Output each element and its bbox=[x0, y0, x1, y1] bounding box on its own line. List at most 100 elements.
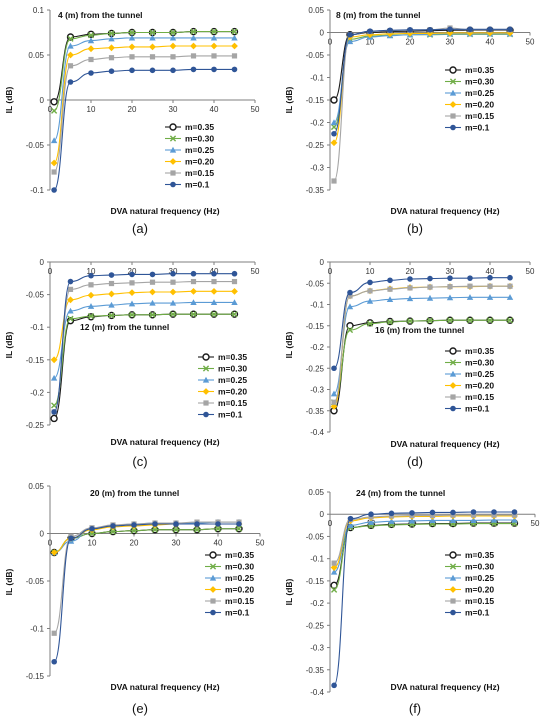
legend-marker bbox=[449, 359, 457, 366]
data-point bbox=[88, 70, 94, 76]
x-tick-label: 10 bbox=[87, 267, 96, 276]
data-point bbox=[130, 527, 138, 534]
legend-label: m=0.30 bbox=[185, 134, 214, 144]
data-point bbox=[108, 55, 115, 61]
x-axis-title: DVA natural frequency (Hz) bbox=[110, 206, 219, 216]
data-point bbox=[367, 279, 373, 286]
data-point bbox=[507, 274, 513, 281]
x-tick-label: 20 bbox=[406, 267, 415, 276]
data-point bbox=[190, 278, 197, 285]
legend-marker bbox=[449, 89, 457, 96]
data-point bbox=[128, 34, 136, 41]
data-point bbox=[149, 279, 156, 285]
series-line-2 bbox=[53, 31, 235, 112]
data-point bbox=[190, 299, 197, 306]
data-point bbox=[426, 317, 434, 324]
legend-label: m=0.35 bbox=[218, 352, 247, 362]
data-point bbox=[331, 178, 337, 184]
data-point bbox=[190, 53, 197, 59]
x-axis-title: DVA natural frequency (Hz) bbox=[110, 437, 219, 447]
y-tick-label: -0.25 bbox=[306, 621, 325, 630]
x-axis-title: DVA natural frequency (Hz) bbox=[110, 682, 219, 692]
x-tick-label: 50 bbox=[526, 38, 535, 47]
data-point bbox=[67, 63, 74, 69]
data-point bbox=[169, 288, 177, 296]
x-tick-label: 0 bbox=[48, 539, 53, 548]
legend-marker bbox=[450, 405, 456, 412]
data-point bbox=[447, 284, 453, 290]
data-point bbox=[128, 289, 136, 297]
series-line-1 bbox=[53, 31, 235, 103]
legend-label: m=0.1 bbox=[185, 180, 210, 190]
x-tick-label: 30 bbox=[446, 38, 455, 47]
data-point bbox=[231, 28, 238, 35]
data-point bbox=[427, 284, 433, 290]
panel-label: (b) bbox=[407, 221, 423, 236]
data-point bbox=[149, 271, 156, 278]
legend-label: m=0.30 bbox=[465, 562, 494, 572]
chart-panel-f: -0.4-0.35-0.3-0.25-0.2-0.15-0.1-0.0500.0… bbox=[284, 488, 540, 716]
data-point bbox=[487, 283, 493, 289]
data-point bbox=[386, 296, 394, 302]
panel-annotation: 24 (m) from the tunnel bbox=[356, 488, 445, 498]
legend-marker bbox=[450, 598, 456, 604]
data-point bbox=[108, 44, 115, 52]
data-point bbox=[331, 365, 337, 372]
data-point bbox=[231, 53, 238, 59]
legend-marker bbox=[209, 551, 217, 559]
y-tick-label: -0.1 bbox=[30, 323, 44, 332]
data-point bbox=[210, 42, 218, 50]
legend-marker bbox=[449, 382, 457, 389]
y-tick-label: -0.15 bbox=[306, 577, 325, 586]
y-tick-label: 0.05 bbox=[308, 6, 324, 15]
data-point bbox=[51, 187, 57, 193]
data-point bbox=[169, 29, 177, 36]
x-tick-label: 40 bbox=[486, 38, 495, 47]
chart-panel-a: -0.1 -0.05 0 0.05 0.1 0 10 20 30 40 50 4 (m) from t… bbox=[4, 6, 260, 236]
series-line-3 bbox=[333, 33, 510, 124]
data-point bbox=[67, 296, 74, 304]
data-point bbox=[231, 34, 238, 41]
data-point bbox=[470, 512, 477, 518]
data-point bbox=[506, 294, 514, 300]
series-line-6 bbox=[333, 28, 510, 135]
x-tick-label: 40 bbox=[486, 267, 495, 276]
data-point bbox=[149, 54, 156, 60]
data-point bbox=[447, 275, 453, 281]
x-tick-label: 20 bbox=[406, 38, 415, 47]
x-tick-label: 10 bbox=[88, 539, 97, 548]
legend-marker bbox=[202, 388, 210, 395]
panel-annotation: 8 (m) from the tunnel bbox=[336, 10, 421, 20]
y-tick-label: -0.1 bbox=[310, 301, 324, 310]
legend-label: m=0.35 bbox=[465, 65, 494, 75]
legend-label: m=0.1 bbox=[465, 123, 490, 133]
data-point bbox=[231, 299, 238, 306]
legend-label: m=0.35 bbox=[465, 346, 494, 356]
y-axis-title: IL (dB) bbox=[4, 86, 14, 113]
data-point bbox=[129, 271, 135, 278]
data-point bbox=[67, 35, 74, 42]
data-point bbox=[427, 27, 433, 33]
y-axis-title: IL (dB) bbox=[4, 331, 14, 358]
data-point bbox=[193, 526, 201, 533]
data-point bbox=[330, 119, 338, 126]
legend-label: m=0.20 bbox=[465, 100, 494, 110]
data-point bbox=[129, 280, 135, 286]
data-point bbox=[149, 34, 156, 41]
legend-label: m=0.15 bbox=[465, 392, 494, 402]
legend: m=0.35 m=0.30m=0.25 m=0.20m=0.15 m=0.1 bbox=[445, 346, 494, 414]
panel-label: (e) bbox=[132, 701, 148, 716]
data-point bbox=[51, 409, 57, 415]
data-point bbox=[131, 522, 137, 528]
legend-marker bbox=[202, 353, 210, 361]
legend-label: m=0.30 bbox=[225, 562, 254, 572]
data-point bbox=[330, 123, 338, 131]
data-point bbox=[407, 285, 413, 291]
legend-marker bbox=[450, 394, 456, 400]
series-line-4 bbox=[53, 290, 235, 361]
data-point bbox=[330, 564, 338, 571]
panel-label: (a) bbox=[132, 221, 148, 236]
